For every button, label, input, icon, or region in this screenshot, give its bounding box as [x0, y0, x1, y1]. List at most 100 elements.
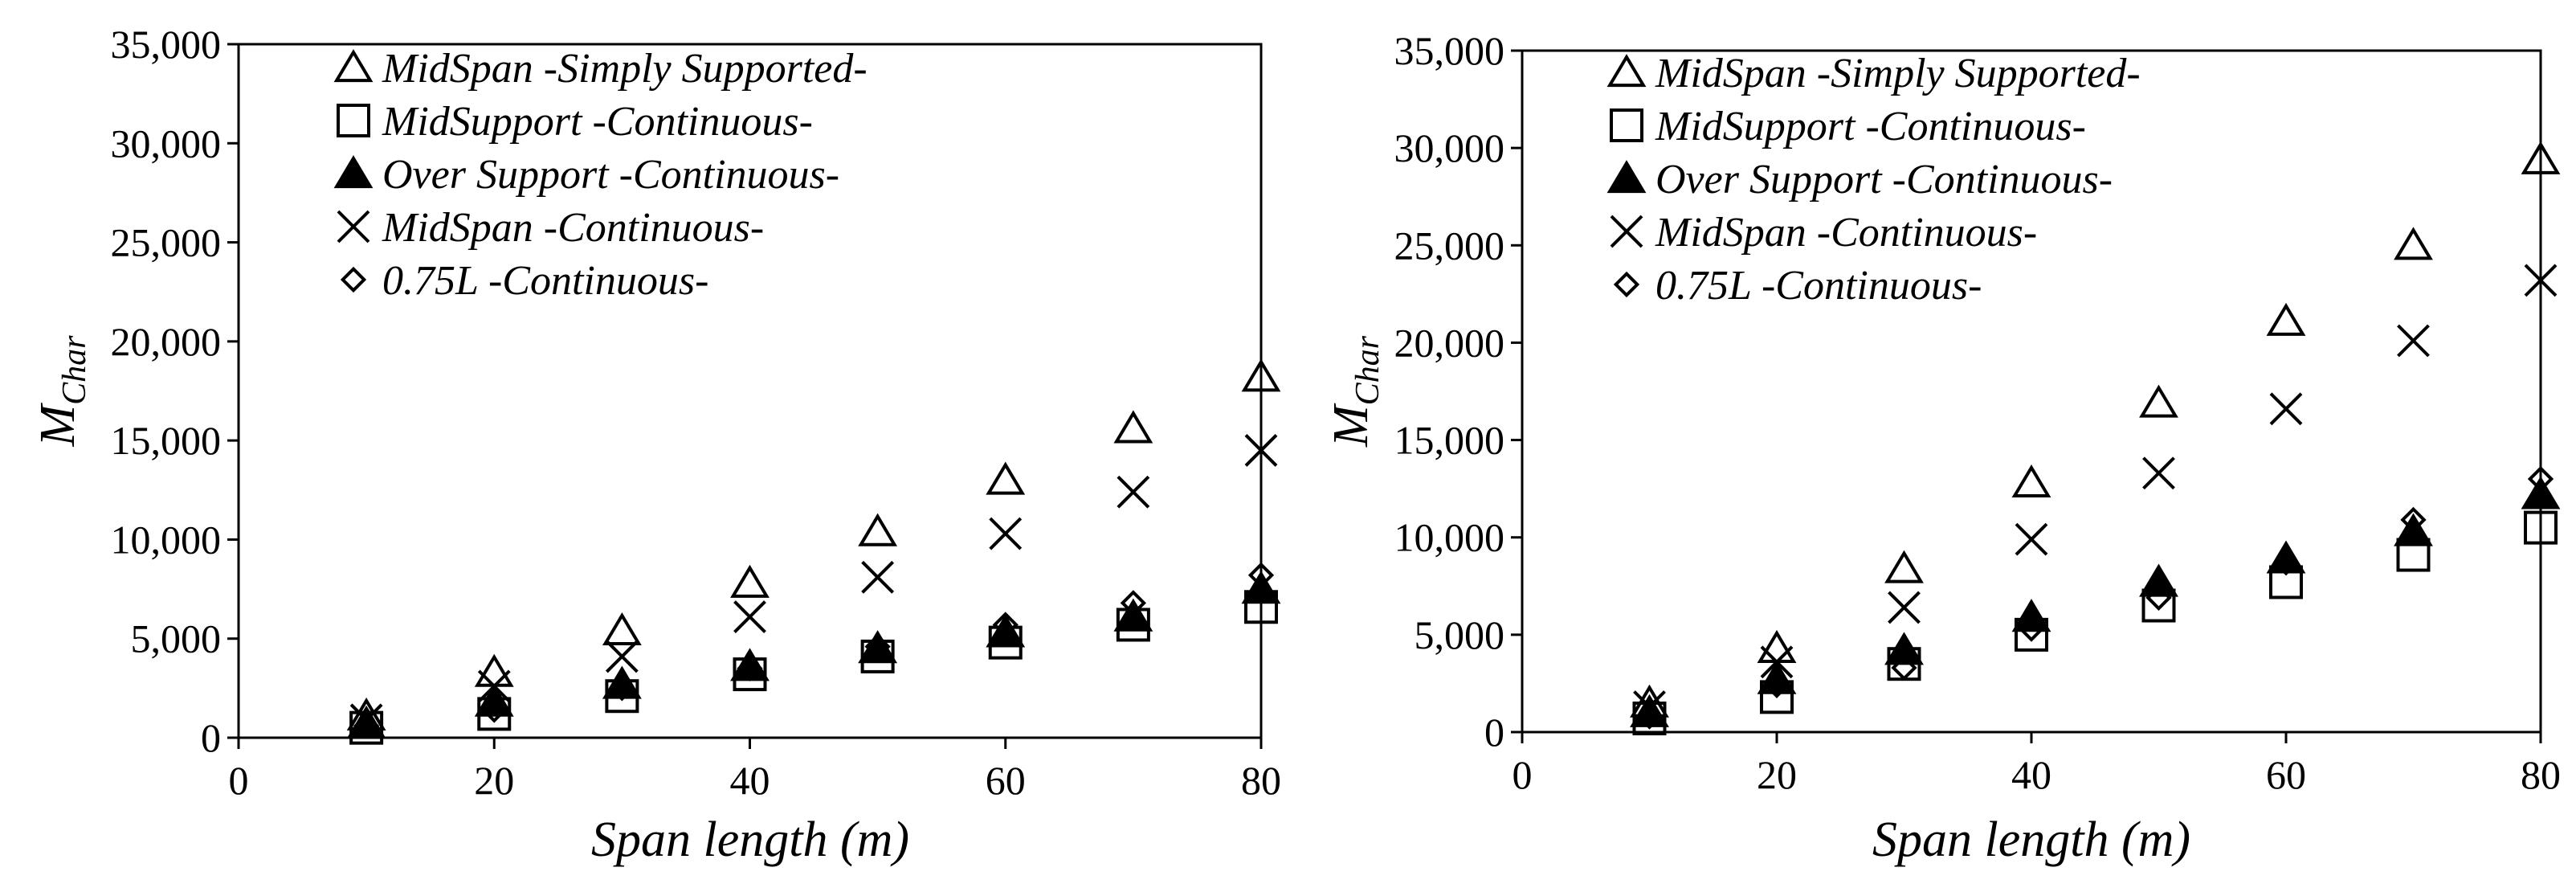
- data-point: [2272, 550, 2300, 576]
- data-point: [2139, 563, 2178, 597]
- marker-x-stroke: [1610, 215, 1643, 248]
- x-tick-label: 20: [474, 758, 514, 803]
- marker-x-stroke: [861, 560, 895, 594]
- legend-label: MidSupport -Continuous-: [382, 99, 813, 145]
- data-point: [730, 564, 770, 598]
- legend-label: 0.75L -Continuous-: [382, 258, 708, 304]
- y-axis-title-main: M: [1324, 403, 1378, 448]
- marker-x-stroke: [337, 210, 370, 243]
- y-tick-label: 5,000: [131, 616, 222, 661]
- data-point: [2524, 510, 2558, 545]
- data-point: [602, 612, 642, 646]
- marker-x-stroke: [1760, 645, 1794, 679]
- legend-marker: [337, 210, 370, 243]
- series-5: [353, 562, 1275, 739]
- series-4: [1633, 264, 2558, 723]
- data-point: [609, 675, 635, 702]
- marker-x-stroke: [477, 669, 511, 703]
- plot-frame: [237, 43, 1263, 739]
- x-tick-label: 20: [1757, 752, 1797, 797]
- legend-label: MidSpan -Simply Supported-: [382, 46, 868, 92]
- y-axis-title: MChar: [1324, 335, 1386, 448]
- legend: MidSpan -Simply Supported- MidSupport -Co…: [333, 46, 868, 304]
- marker-x-stroke: [605, 640, 639, 673]
- data-point: [992, 612, 1019, 638]
- data-point: [602, 665, 642, 699]
- x-axis-title: Span length (m): [591, 812, 909, 867]
- data-point: [2394, 227, 2433, 260]
- data-point: [737, 655, 763, 681]
- y-tick-label: 0: [201, 715, 221, 760]
- x-tick-label: 0: [1513, 752, 1533, 797]
- marker-x-stroke: [1244, 434, 1278, 467]
- legend-label: 0.75L -Continuous-: [1655, 263, 1982, 309]
- legend: MidSpan -Simply Supported- MidSupport -Co…: [1606, 51, 2141, 309]
- data-point: [1117, 475, 1150, 509]
- x-tick-label: 40: [2011, 752, 2051, 797]
- data-point: [1757, 629, 1797, 663]
- y-tick-label: 30,000: [1394, 125, 1505, 170]
- data-point: [2269, 392, 2303, 426]
- data-point: [2400, 506, 2427, 534]
- x-tick-label: 80: [1241, 758, 1281, 803]
- data-point: [1113, 410, 1153, 444]
- legend-label: Over Support -Continuous-: [382, 152, 839, 198]
- data-point: [730, 648, 770, 681]
- y-tick-label: 35,000: [111, 22, 222, 67]
- data-point: [2521, 141, 2561, 174]
- data-point: [2266, 540, 2306, 574]
- data-point: [1891, 654, 1917, 681]
- data-point: [2266, 302, 2306, 336]
- data-point: [1760, 645, 1794, 679]
- marker-x-stroke: [2142, 456, 2175, 490]
- marker-x-stroke: [349, 703, 383, 737]
- y-axis-title-main: M: [31, 403, 85, 448]
- data-point: [2011, 464, 2051, 498]
- x-tick-label: 80: [2521, 752, 2561, 797]
- legend-marker: [1606, 54, 1647, 88]
- legend-marker: [1610, 108, 1643, 142]
- chart-panel-1: 0 5,000 10,000 15,000 20,000 25,000 30,000 35,0…: [31, 22, 1281, 867]
- legend-label: MidSpan -Simply Supported-: [1655, 51, 2141, 96]
- data-point: [477, 669, 511, 703]
- data-point: [864, 633, 891, 660]
- y-tick-label: 25,000: [111, 220, 222, 265]
- y-tick-label: 10,000: [1394, 515, 1505, 560]
- y-tick-label: 25,000: [1394, 223, 1505, 268]
- data-point: [2397, 324, 2430, 358]
- data-point: [605, 640, 639, 673]
- legend-marker: [1606, 160, 1647, 194]
- data-point: [1636, 703, 1663, 730]
- y-tick-label: 15,000: [1394, 418, 1505, 463]
- data-point: [481, 697, 508, 723]
- y-tick-label: 15,000: [111, 418, 222, 463]
- data-point: [1244, 434, 1278, 467]
- data-point: [1884, 632, 1924, 665]
- legend-marker: [1610, 215, 1643, 248]
- y-tick-label: 35,000: [1394, 28, 1505, 73]
- marker-x-stroke: [2524, 264, 2558, 297]
- data-point: [1247, 562, 1275, 588]
- legend-marker: [337, 104, 370, 137]
- chart-panel-2: 0 5,000 10,000 15,000 20,000 25,000 30,000 35,0…: [1324, 28, 2561, 867]
- data-point: [349, 703, 383, 737]
- x-tick-label: 40: [730, 758, 770, 803]
- data-point: [2139, 384, 2178, 418]
- data-point: [2142, 456, 2175, 490]
- data-point: [2015, 522, 2048, 556]
- legend-marker: [333, 49, 374, 83]
- y-axis-title-sub: Char: [1349, 335, 1386, 405]
- marker-x-stroke: [1888, 591, 1921, 624]
- legend-label: MidSpan -Continuous-: [382, 205, 764, 251]
- data-point: [1884, 550, 1924, 583]
- y-tick-label: 30,000: [111, 121, 222, 166]
- marker-x-stroke: [733, 600, 766, 634]
- x-axis-title: Span length (m): [1872, 812, 2190, 867]
- data-point: [733, 600, 766, 634]
- y-axis-title: MChar: [31, 335, 93, 448]
- data-point: [986, 461, 1026, 495]
- legend-label: MidSupport -Continuous-: [1655, 104, 2086, 149]
- legend-marker: [333, 155, 374, 189]
- y-tick-label: 20,000: [111, 319, 222, 364]
